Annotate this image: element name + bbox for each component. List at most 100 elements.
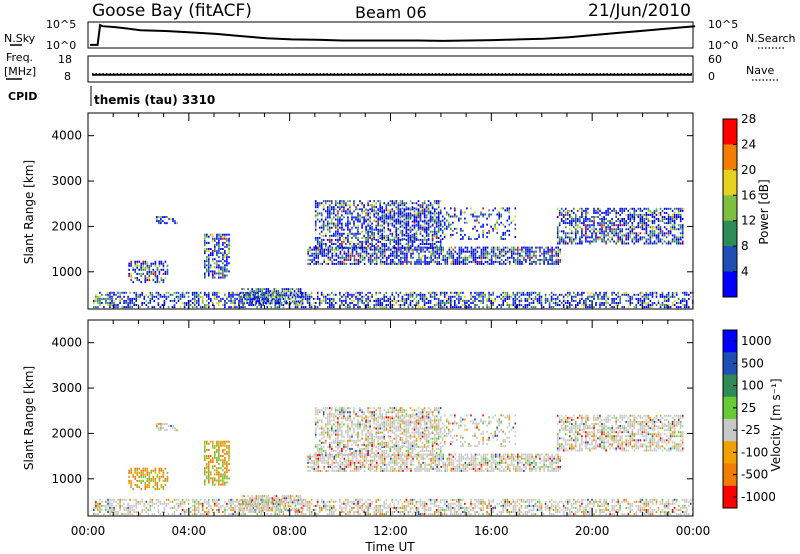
scatter-cell — [418, 262, 420, 265]
scatter-cell — [142, 260, 144, 263]
scatter-cell — [546, 299, 549, 302]
scatter-cell — [260, 498, 262, 501]
scatter-cell — [460, 295, 462, 298]
scatter-cell — [125, 513, 127, 516]
scatter-cell — [555, 252, 557, 255]
scatter-cell — [667, 240, 670, 243]
scatter-cell — [373, 252, 376, 255]
scatter-cell — [268, 506, 271, 509]
scatter-cell — [492, 246, 495, 249]
scatter-cell — [359, 218, 361, 221]
scatter-cell — [556, 304, 559, 306]
scatter-cell — [398, 260, 400, 263]
scatter-cell — [421, 204, 424, 207]
scatter-cell — [571, 222, 573, 225]
scatter-cell — [224, 511, 226, 513]
scatter-cell — [416, 262, 418, 265]
scatter-cell — [335, 238, 337, 241]
scatter-cell — [623, 222, 625, 225]
scatter-cell — [365, 225, 367, 228]
scatter-cell — [569, 216, 571, 218]
scatter-cell — [440, 258, 442, 261]
scatter-cell — [571, 236, 573, 239]
scatter-cell — [252, 304, 254, 306]
scatter-cell — [649, 306, 652, 309]
scatter-cell — [573, 211, 575, 214]
scatter-cell — [577, 209, 579, 212]
scatter-cell — [339, 299, 341, 302]
scatter-cell — [387, 204, 390, 207]
scatter-cell — [101, 500, 103, 503]
scatter-cell — [341, 243, 343, 245]
scatter-cell — [450, 295, 452, 298]
scatter-cell — [383, 246, 386, 249]
scatter-cell — [409, 291, 412, 294]
scatter-cell — [160, 216, 162, 218]
scatter-cell — [206, 299, 208, 302]
scatter-cell — [136, 277, 138, 279]
scatter-cell — [671, 224, 674, 227]
scatter-cell — [212, 235, 214, 238]
scatter-cell — [448, 250, 451, 253]
scatter-cell — [464, 246, 467, 249]
scatter-cell — [320, 245, 323, 247]
scatter-cell — [333, 248, 336, 251]
scatter-cell — [331, 256, 334, 259]
scatter-cell — [555, 262, 557, 265]
scatter-cell — [513, 258, 515, 261]
scatter-cell — [514, 236, 517, 238]
scatter-cell — [140, 272, 142, 275]
scatter-cell — [436, 262, 438, 265]
scatter-cell — [351, 240, 353, 243]
scatter-cell — [661, 304, 664, 306]
scatter-cell — [601, 222, 603, 225]
scatter-cell — [183, 513, 186, 516]
scatter-cell — [531, 260, 533, 263]
scatter-cell — [329, 258, 332, 261]
scatter-cell — [504, 293, 506, 296]
scatter-cell — [458, 293, 460, 296]
scatter-cell — [651, 211, 654, 214]
scatter-cell — [140, 264, 142, 267]
scatter-cell — [589, 224, 591, 227]
scatter-cell — [363, 218, 365, 221]
scatter-cell — [222, 248, 224, 250]
scatter-cell — [187, 506, 190, 509]
scatter-cell — [569, 224, 571, 227]
scatter-cell — [255, 302, 257, 305]
scatter-cell — [230, 306, 232, 309]
scatter-cell — [562, 216, 565, 218]
scatter-cell — [158, 268, 161, 271]
scatter-cell — [127, 502, 129, 505]
scatter-cell — [181, 500, 184, 503]
scatter-cell — [208, 511, 210, 513]
scatter-cell — [635, 293, 638, 296]
scatter-cell — [369, 248, 372, 251]
scatter-cell — [617, 240, 619, 243]
scatter-cell — [524, 304, 527, 306]
scatter-cell — [647, 302, 650, 304]
scatter-cell — [389, 204, 392, 207]
scatter-cell — [373, 306, 375, 309]
scatter-cell — [109, 293, 111, 296]
scatter-cell — [349, 228, 351, 231]
scatter-cell — [363, 240, 365, 243]
scatter-cell — [484, 252, 487, 255]
scatter-cell — [210, 233, 212, 236]
scatter-cell — [661, 302, 664, 304]
scatter-cell — [130, 272, 132, 275]
scatter-cell — [109, 504, 111, 507]
scatter-cell — [128, 264, 130, 267]
scatter-cell — [226, 302, 228, 304]
scatter-cell — [429, 230, 432, 233]
scatter-cell — [278, 302, 281, 304]
scatter-cell — [476, 246, 479, 249]
scatter-cell — [545, 258, 547, 261]
scatter-cell — [129, 306, 131, 309]
scatter-cell — [444, 254, 446, 257]
scatter-cell — [369, 247, 371, 250]
scatter-cell — [191, 297, 194, 300]
scatter-cell — [508, 297, 511, 300]
scatter-cell — [136, 262, 138, 265]
scatter-cell — [405, 217, 408, 220]
